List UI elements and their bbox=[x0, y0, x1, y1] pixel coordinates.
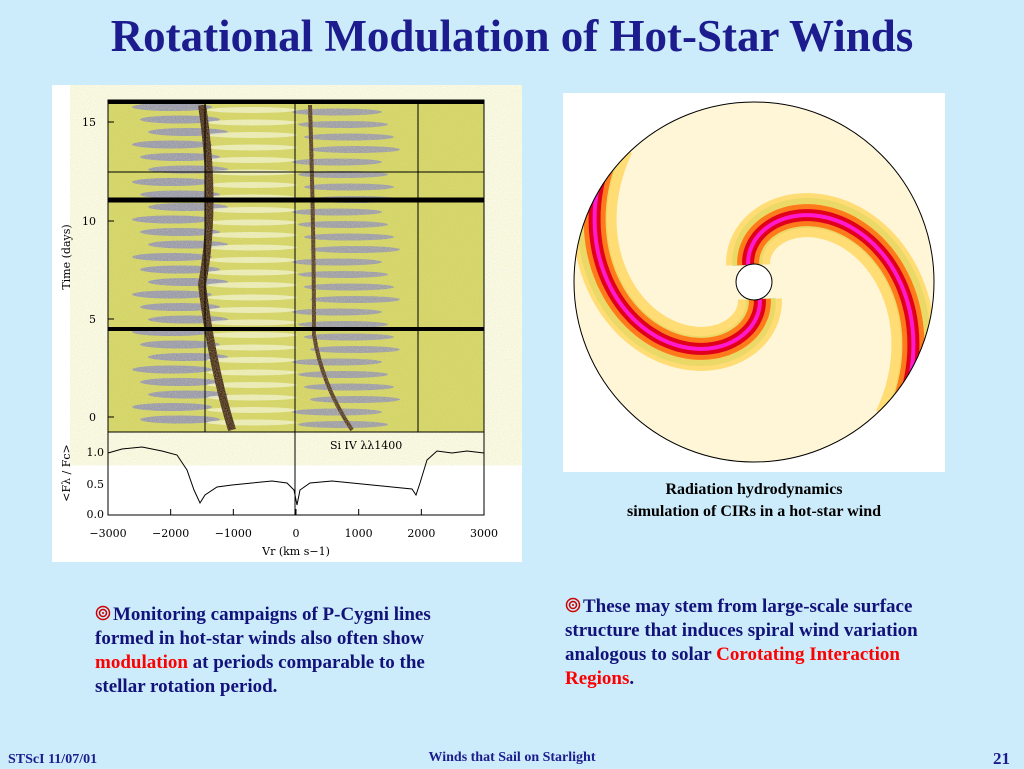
footer-center: Winds that Sail on Starlight bbox=[428, 750, 596, 765]
footer-left: STScI 11/07/01 bbox=[8, 752, 98, 767]
annotation: Si IV λλ1400 bbox=[330, 439, 402, 452]
x-tick-label: 0 bbox=[293, 527, 300, 540]
spectrum-noise bbox=[108, 100, 484, 432]
bullet-left: Monitoring campaigns of P-Cygni lines fo… bbox=[95, 603, 447, 699]
bullet-highlight: modulation bbox=[95, 652, 188, 673]
bullet-text: These may stem from large-scale surface … bbox=[565, 596, 918, 665]
magenta-core bbox=[592, 143, 762, 351]
y-tick-label: 0.5 bbox=[87, 478, 105, 491]
x-tick-label: −1000 bbox=[215, 527, 252, 540]
figure-caption: Radiation hydrodynamics simulation of CIR… bbox=[563, 479, 945, 523]
bullet-text: Monitoring campaigns of P-Cygni lines fo… bbox=[95, 604, 431, 649]
outer-boundary bbox=[573, 101, 935, 463]
cir-simulation-figure bbox=[563, 93, 945, 472]
slide-title: Rotational Modulation of Hot-Star Winds bbox=[110, 11, 914, 61]
y-axis-label: <Fλ / Fc> bbox=[60, 444, 73, 502]
y-tick-label: 1.0 bbox=[87, 446, 105, 459]
x-tick-label: 2000 bbox=[407, 527, 435, 540]
bullet-text: at periods comparable to the stellar rot… bbox=[95, 652, 425, 697]
bullet-icon bbox=[95, 605, 111, 621]
y-tick-label: 10 bbox=[82, 215, 96, 228]
bullet-highlight: Corotating Interaction Regions bbox=[565, 644, 900, 689]
star bbox=[735, 263, 773, 301]
y-tick-label: 0 bbox=[89, 411, 96, 424]
bullet-right: These may stem from large-scale surface … bbox=[565, 595, 933, 691]
caption-line: Radiation hydrodynamics bbox=[665, 481, 843, 498]
caption-line: simulation of CIRs in a hot-star wind bbox=[627, 503, 881, 520]
y-tick-label: 0.0 bbox=[87, 508, 105, 521]
bullet-text: . bbox=[629, 668, 635, 689]
x-tick-label: 1000 bbox=[345, 527, 373, 540]
footer-right: 21 bbox=[993, 749, 1010, 768]
y-axis-label: Time (days) bbox=[60, 224, 73, 289]
bottom-panel-frame bbox=[107, 431, 485, 516]
mean-profile bbox=[107, 446, 485, 506]
magenta-core bbox=[746, 213, 916, 421]
x-tick-label: 3000 bbox=[470, 527, 498, 540]
bullet-icon bbox=[565, 597, 581, 613]
y-tick-label: 15 bbox=[82, 116, 96, 129]
x-tick-label: −2000 bbox=[152, 527, 189, 540]
dynamic-spectrum-figure: 15 10 5 0 1.0 0.5 0.0 −3000 −2000 −1000 0 1000 2000 3… bbox=[52, 85, 522, 562]
x-axis-label: Vr (km s−1) bbox=[261, 545, 330, 558]
x-tick-label: −3000 bbox=[89, 527, 126, 540]
spectrum-guides bbox=[108, 100, 484, 515]
y-tick-label: 5 bbox=[89, 313, 96, 326]
